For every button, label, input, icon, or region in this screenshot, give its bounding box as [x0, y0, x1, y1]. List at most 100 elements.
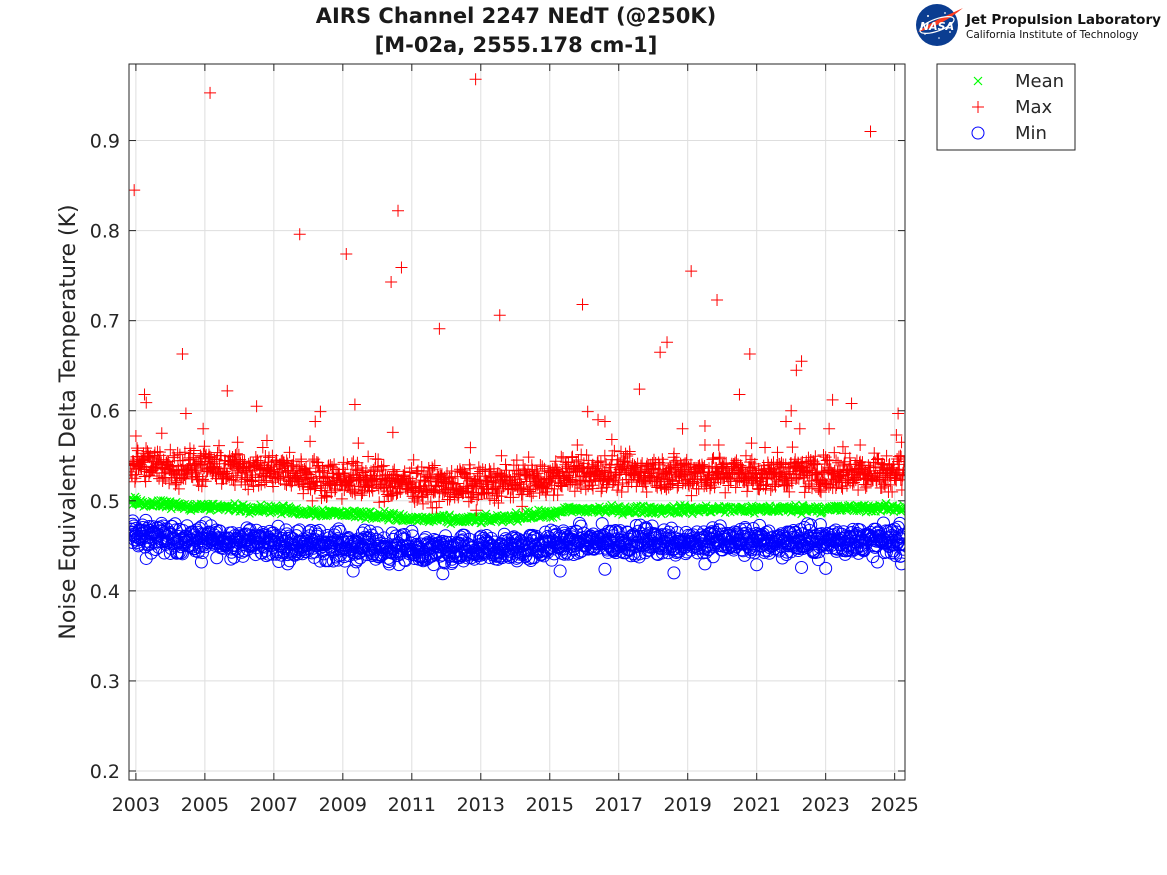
data-point-max [847, 476, 860, 489]
data-point-max [349, 459, 362, 472]
data-series [129, 73, 905, 581]
data-point-max [242, 483, 255, 496]
data-point-max-outlier [469, 73, 482, 86]
data-point-max-outlier [221, 384, 234, 397]
data-point-max [247, 480, 260, 493]
data-point-max [516, 500, 529, 513]
data-point-max [329, 482, 342, 495]
data-point-max [707, 452, 720, 465]
chart-title: AIRS Channel 2247 NEdT (@250K) [M-02a, 2… [316, 4, 717, 57]
data-point-max [492, 496, 505, 509]
data-point-max-outlier [395, 261, 408, 274]
y-tick-label: 0.3 [90, 671, 120, 693]
data-point-max-outlier [260, 434, 273, 447]
data-point-max [550, 463, 563, 476]
data-point-mean [899, 501, 905, 510]
data-point-max [135, 462, 148, 475]
data-point-max [287, 455, 300, 468]
data-point-max [443, 493, 456, 506]
data-point-max [256, 441, 269, 454]
data-point-max [798, 471, 811, 484]
data-point-max [161, 458, 174, 471]
data-point-max [551, 489, 564, 502]
data-point-min-outlier [598, 562, 612, 576]
data-point-max-outlier [836, 440, 849, 453]
data-point-min-outlier [698, 557, 712, 571]
data-point-max-outlier [176, 348, 189, 361]
data-point-max [759, 441, 772, 454]
data-point-max [831, 456, 844, 469]
y-tick-labels: 0.2 0.3 0.4 0.5 0.6 0.7 0.8 0.9 [90, 131, 120, 783]
x-tick-label: 2011 [388, 794, 436, 816]
data-point-max [809, 450, 822, 463]
data-point-max [830, 454, 843, 467]
data-point-max [668, 447, 681, 460]
x-tick-label: 2023 [801, 794, 849, 816]
data-point-max [140, 442, 153, 455]
data-point-min [155, 516, 169, 530]
x-tick-labels: 2003 2005 2007 2009 2011 2013 2015 2017 2019 2021… [112, 794, 919, 816]
data-point-min-outlier [139, 551, 153, 565]
data-point-max [575, 448, 588, 461]
data-point-max-outlier [386, 426, 399, 439]
data-point-max [151, 470, 164, 483]
plot-frame [128, 63, 906, 781]
data-point-max [640, 485, 653, 498]
data-point-max [171, 446, 184, 459]
x-tick-label: 2005 [181, 794, 229, 816]
data-point-max-outlier [892, 407, 905, 420]
data-point-max [523, 485, 536, 498]
jpl-institution: California Institute of Technology [966, 29, 1138, 41]
legend-markers [971, 76, 985, 140]
data-point-max [702, 468, 715, 481]
data-point-min [332, 522, 346, 536]
data-point-min-outlier [129, 517, 139, 531]
data-point-max-outlier [605, 433, 618, 446]
series-max [129, 73, 905, 517]
data-point-max [228, 478, 241, 491]
x-tick-label: 2021 [733, 794, 781, 816]
data-point-max [688, 472, 701, 485]
data-point-min [896, 532, 905, 546]
data-point-mean [675, 500, 685, 510]
data-point-max [187, 444, 200, 457]
series-min [129, 513, 905, 581]
data-point-max [164, 443, 177, 456]
data-point-min [327, 535, 341, 549]
data-point-max-outlier [385, 275, 398, 288]
data-point-max [366, 484, 379, 497]
data-point-max-outlier [129, 429, 142, 442]
data-point-max [548, 482, 561, 495]
legend-box [936, 63, 1076, 151]
data-point-max [499, 458, 512, 471]
data-point-max [407, 453, 420, 466]
data-point-min [813, 518, 827, 532]
data-point-max [428, 459, 441, 472]
data-point-min [691, 542, 705, 556]
data-point-max [451, 477, 464, 490]
legend-label-min: Min [1015, 123, 1047, 144]
data-point-max [879, 480, 892, 493]
data-point-max-outlier [309, 415, 322, 428]
data-point-max [172, 482, 185, 495]
data-point-min-outlier [667, 566, 681, 580]
data-point-max [129, 456, 139, 469]
data-point-max-outlier [598, 415, 611, 428]
data-point-max [525, 490, 538, 503]
data-point-min [876, 516, 890, 530]
y-tick-label: 0.6 [90, 401, 120, 423]
data-point-max [464, 462, 477, 475]
data-point-max-outlier [392, 204, 405, 217]
data-point-max-outlier [785, 404, 798, 417]
legend-label-max: Max [1015, 97, 1053, 118]
data-point-max [657, 456, 670, 469]
data-point-max [355, 489, 368, 502]
data-point-max [798, 486, 811, 499]
data-point-max [580, 449, 593, 462]
data-point-max [427, 486, 440, 499]
data-point-min [545, 553, 559, 567]
data-point-max [856, 456, 869, 469]
data-point-max-outlier [793, 422, 806, 435]
data-point-max [410, 467, 423, 480]
data-point-max [306, 494, 319, 507]
